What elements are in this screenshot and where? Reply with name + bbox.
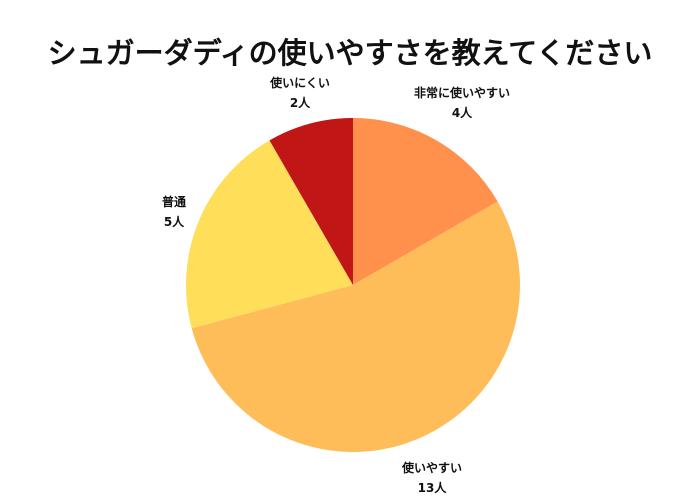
slice-value: 5人 (163, 215, 185, 229)
slice-name: 使いにくい (270, 76, 330, 90)
slice-name: 非常に使いやすい (413, 86, 510, 100)
slice-label-normal: 普通 5人 (94, 192, 254, 232)
slice-value: 13人 (417, 481, 447, 495)
slice-hard (269, 117, 353, 285)
slice-value: 2人 (289, 96, 311, 110)
slice-label-easy: 使いやすい 13人 (352, 458, 512, 498)
slice-very-easy (353, 118, 498, 285)
chart-title: シュガーダディの使いやすさを教えてください (47, 36, 653, 70)
slice-label-hard: 使いにくい 2人 (220, 73, 380, 113)
slice-name: 使いやすい (401, 461, 462, 475)
slice-normal (185, 140, 353, 329)
slice-value: 4人 (451, 106, 473, 120)
slice-label-very-easy: 非常に使いやすい 4人 (382, 83, 542, 123)
slice-easy (191, 201, 520, 452)
slice-name: 普通 (161, 195, 186, 209)
